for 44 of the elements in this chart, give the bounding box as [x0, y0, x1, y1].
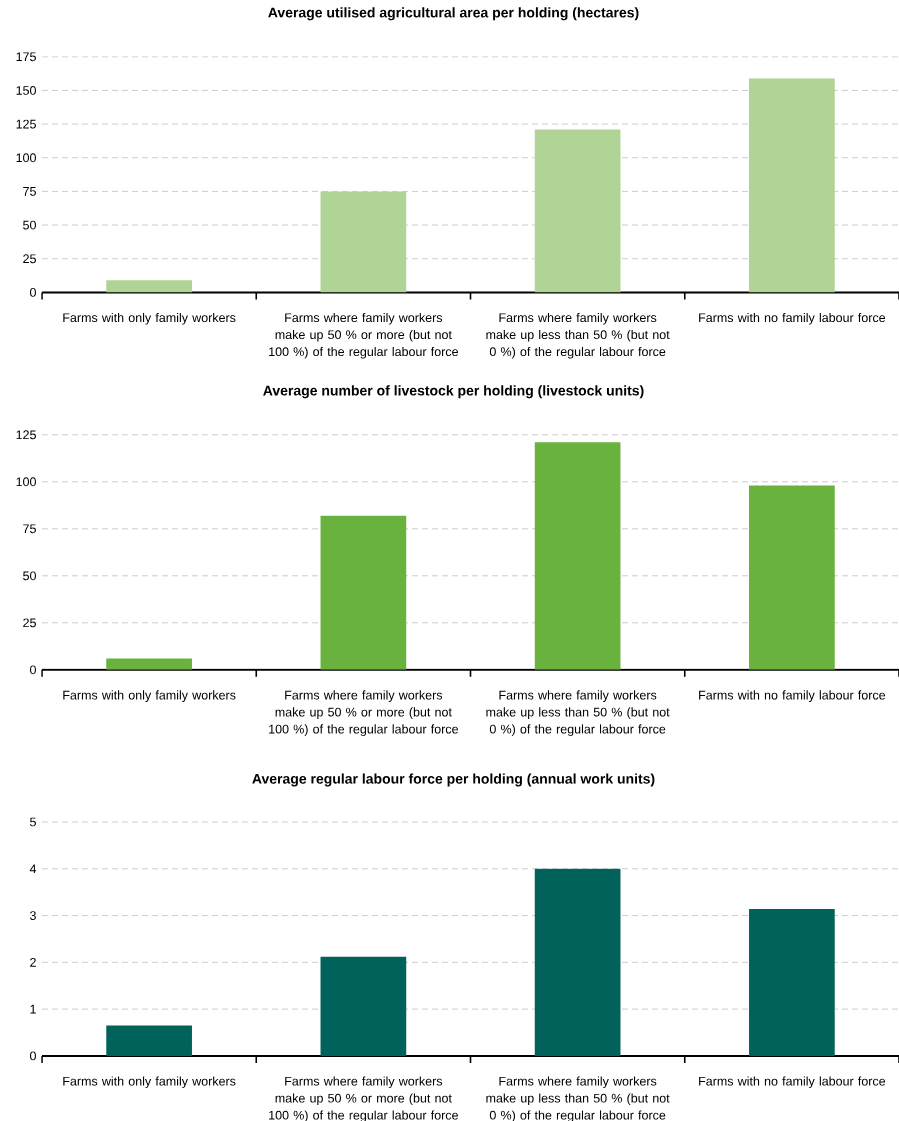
chart-title: Average utilised agricultural area per holding (hectares)	[268, 7, 639, 21]
y-tick-label: 50	[23, 571, 36, 581]
y-tick-label: 1	[30, 1004, 36, 1014]
y-tick-label: 0	[30, 1051, 36, 1061]
y-tick-label: 125	[16, 430, 36, 440]
y-tick-label: 2	[30, 957, 36, 967]
x-tick-label: Farms where family workers make up 50 % or more (but not 100 %) of the regular labour force	[269, 690, 458, 736]
y-tick-label: 150	[16, 86, 36, 95]
x-tick-label: Farms where family workers make up 50 % or more (but not 100 %) of the regular labour force	[269, 312, 458, 359]
chart-title: Average number of livestock per holding (livestock units)	[263, 385, 644, 399]
chart-title: Average regular labour force per holding (annual work units)	[252, 773, 655, 787]
x-tick-label: Farms with only family workers	[63, 690, 236, 702]
x-tick-label: Farms with only family workers	[63, 1076, 236, 1089]
bar	[749, 78, 835, 293]
y-tick-label: 175	[16, 52, 36, 62]
x-tick-label: Farms with only family workers	[63, 312, 236, 325]
y-tick-label: 25	[23, 254, 36, 264]
bar	[534, 868, 621, 1056]
bar	[106, 1025, 192, 1056]
x-tick-label: Farms where family workers make up less than 50 % (but not 0 %) of the regular labour force	[486, 312, 670, 359]
y-tick-label: 4	[29, 864, 37, 874]
bar	[749, 909, 835, 1056]
bar	[320, 956, 407, 1056]
y-tick-label: 5	[30, 817, 36, 827]
bar	[106, 280, 192, 293]
x-tick-label: Farms with no family labour force	[699, 1076, 886, 1089]
y-tick-label: 0	[30, 287, 36, 297]
bar	[749, 485, 835, 670]
x-tick-label: Farms where family workers make up less than 50 % (but not 0 %) of the regular labour force	[486, 690, 670, 736]
bar	[534, 442, 621, 670]
y-tick-label: 100	[16, 477, 36, 487]
y-tick-label: 100	[16, 153, 36, 163]
x-tick-label: Farms with no family labour force	[699, 690, 886, 702]
y-tick-label: 25	[23, 618, 36, 628]
y-tick-label: 3	[29, 911, 36, 920]
y-tick-label: 0	[30, 665, 36, 675]
y-tick-label: 50	[23, 220, 36, 230]
bar	[320, 515, 407, 670]
x-tick-label: Farms with no family labour force	[699, 312, 886, 325]
y-tick-label: 75	[23, 187, 36, 196]
y-tick-label: 75	[23, 524, 36, 534]
y-tick-label: 125	[16, 119, 36, 129]
bar	[320, 191, 407, 293]
bar	[534, 129, 621, 293]
